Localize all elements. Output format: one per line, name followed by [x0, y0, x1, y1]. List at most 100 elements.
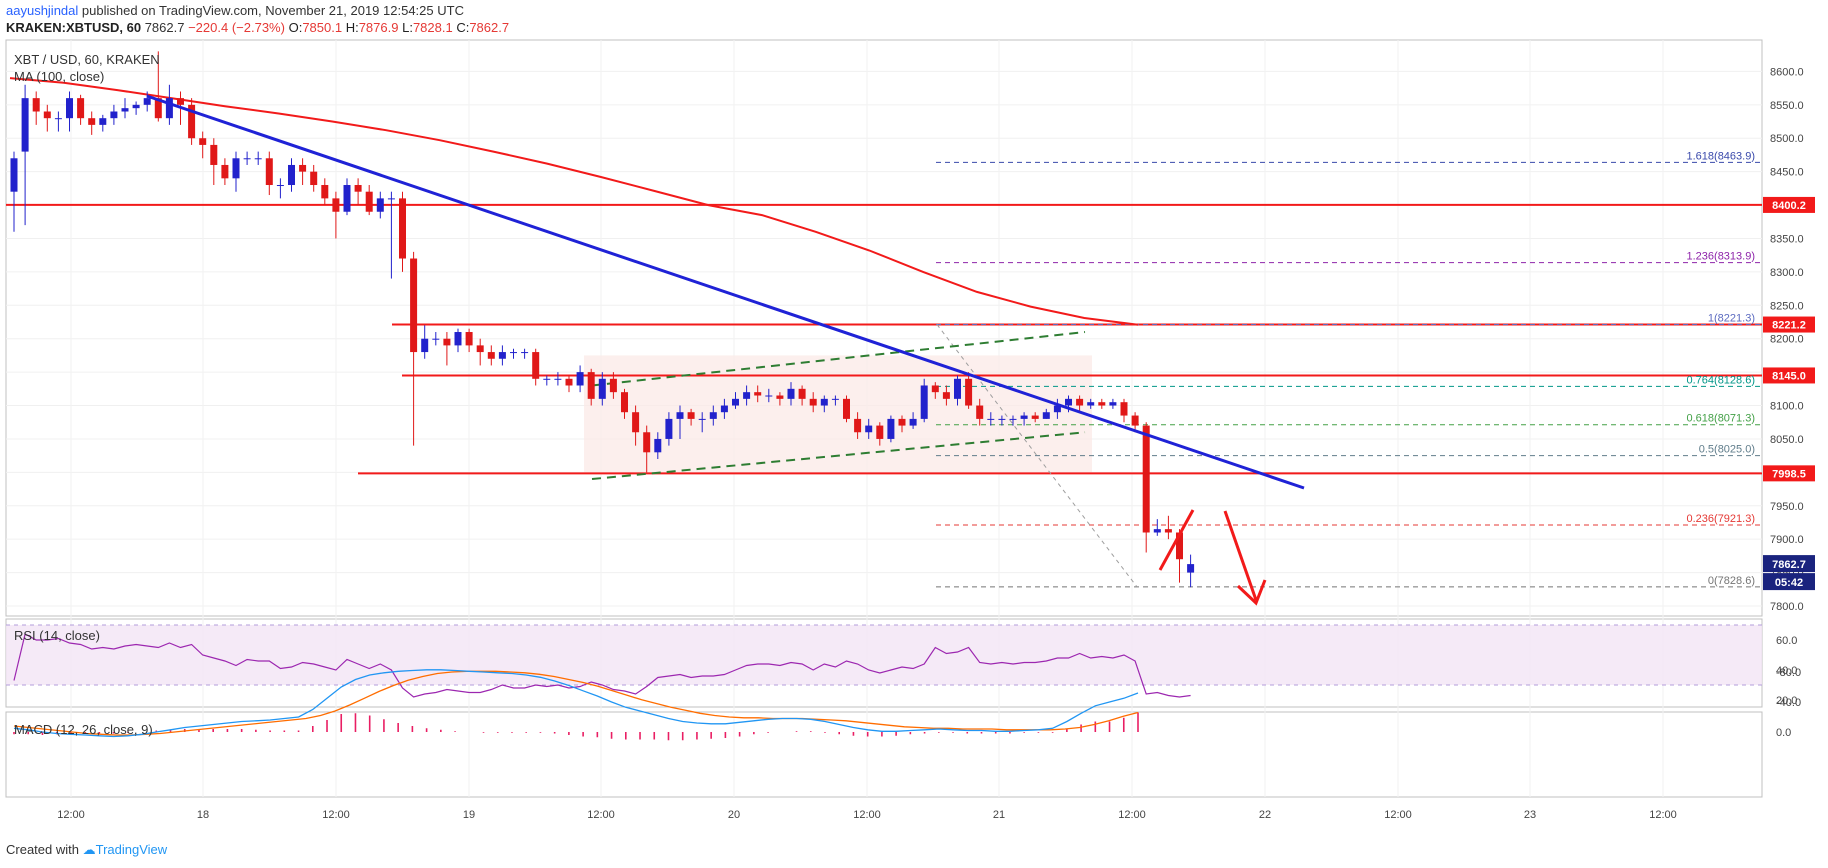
fib-retracement: 1.618(8463.9) 1.236(8313.9) 1(8221.3) 0.764…: [936, 150, 1762, 588]
level-label-box: [1763, 196, 1815, 213]
y-tick-label: 8350.0: [1770, 233, 1804, 245]
candle-body: [687, 412, 695, 419]
fib-label: 1.236(8313.9): [1687, 251, 1756, 263]
x-tick-label: 22: [1259, 809, 1271, 821]
macd-line: [13, 669, 1139, 738]
candle-body: [32, 98, 40, 112]
candle-body: [254, 158, 262, 160]
candle-body: [931, 385, 939, 393]
level-label: 8145.0: [1772, 370, 1806, 382]
candle-body: [698, 418, 706, 420]
last-price: 7862.7: [144, 20, 185, 35]
candle-body: [343, 185, 351, 212]
level-label: 8221.2: [1772, 320, 1806, 332]
candle-body: [188, 104, 196, 139]
candle-body: [1087, 402, 1095, 406]
candle-body: [510, 352, 517, 354]
candle-body: [954, 378, 961, 399]
candle-body: [1176, 532, 1183, 560]
tradingview-link[interactable]: TradingView: [95, 842, 168, 857]
ohlc-line: KRAKEN:XBTUSD, 60 7862.7 −220.4 (−2.73%)…: [6, 19, 509, 36]
candle-body: [476, 345, 484, 353]
rsi-tick-label: 60.0: [1776, 635, 1797, 647]
candle-body: [654, 438, 662, 453]
x-tick-label: 12:00: [853, 809, 881, 821]
candle-body: [1009, 418, 1017, 420]
candle-body: [88, 118, 96, 125]
candle-body: [732, 398, 739, 406]
candle-body: [276, 185, 284, 187]
rsi-legend: RSI (14, close): [14, 628, 100, 643]
high-value: 7876.9: [358, 20, 399, 35]
prediction-arrows: [1158, 509, 1267, 606]
candle-body: [831, 398, 839, 400]
footer: Created with ☁TradingView: [6, 842, 167, 858]
candle-body: [410, 258, 418, 353]
candle-body: [321, 185, 329, 199]
candle-body: [1142, 425, 1150, 533]
open-label: O:: [288, 20, 303, 35]
candle-body: [1131, 415, 1139, 426]
candle-body: [532, 352, 540, 379]
author-link[interactable]: aayushjindal: [6, 3, 79, 18]
ma-line: [9, 77, 1139, 326]
x-tick-label: 18: [197, 809, 209, 821]
y-tick-label: 8100.0: [1770, 401, 1804, 413]
candle-body: [609, 378, 617, 393]
close-label: C:: [456, 20, 470, 35]
candle-body: [399, 198, 406, 259]
candle-body: [776, 395, 784, 399]
channel-upper: [591, 331, 1086, 387]
candle-body: [132, 104, 140, 109]
candle-body: [965, 378, 973, 406]
candle-body: [1153, 529, 1161, 533]
candle-body: [1098, 402, 1106, 406]
level-label-box: [1763, 316, 1815, 333]
candle-body: [432, 338, 440, 340]
candle-body: [487, 352, 495, 359]
rsi-band-fill: [6, 625, 1762, 685]
candle-body: [798, 388, 806, 399]
tradingview-logo-icon: ☁: [82, 842, 96, 857]
candle-body: [66, 98, 73, 119]
macd-tick-label: -40.0: [1776, 697, 1801, 709]
candle-body: [265, 158, 273, 186]
symbol-label[interactable]: KRAKEN:XBTUSD, 60: [6, 20, 142, 35]
candle-body: [387, 198, 395, 200]
x-tick-label: 12:00: [57, 809, 85, 821]
candle-body: [843, 398, 850, 419]
x-tick-label: 12:00: [322, 809, 350, 821]
y-tick-label: 8050.0: [1770, 434, 1804, 446]
candle-body: [920, 385, 928, 419]
candle-body: [909, 418, 917, 426]
y-tick-label: 8500.0: [1770, 133, 1804, 145]
created-with: Created with: [6, 842, 79, 857]
chart-header: aayushjindal published on TradingView.co…: [6, 2, 509, 36]
macd-tick-label: -80.0: [1776, 667, 1801, 679]
candle-body: [587, 372, 595, 399]
candle-body: [454, 332, 462, 346]
fib-label: 0.764(8128.6): [1687, 374, 1756, 386]
high-label: H:: [345, 20, 359, 35]
candle-body: [199, 138, 207, 145]
decline-arrow: [1223, 510, 1258, 601]
level-label: 7998.5: [1772, 468, 1806, 480]
candle-body: [887, 418, 895, 439]
candle-body: [376, 198, 384, 212]
x-tick-label: 12:00: [1384, 809, 1412, 821]
x-tick-label: 23: [1524, 809, 1536, 821]
candle-body: [720, 405, 728, 413]
candle-body: [621, 392, 628, 413]
candle-body: [1053, 405, 1061, 413]
candle-body: [1187, 564, 1195, 573]
candle-body: [743, 392, 751, 399]
rebound-arrow: [1158, 509, 1195, 571]
chart-title: XBT / USD, 60, KRAKEN: [14, 52, 160, 67]
candle-body: [54, 118, 62, 120]
trend-line[interactable]: [146, 94, 1305, 490]
x-tick-label: 12:00: [1649, 809, 1677, 821]
candle-body: [99, 118, 107, 125]
macd-legend: MACD (12, 26, close, 9): [14, 722, 153, 737]
candle-body: [288, 164, 295, 186]
